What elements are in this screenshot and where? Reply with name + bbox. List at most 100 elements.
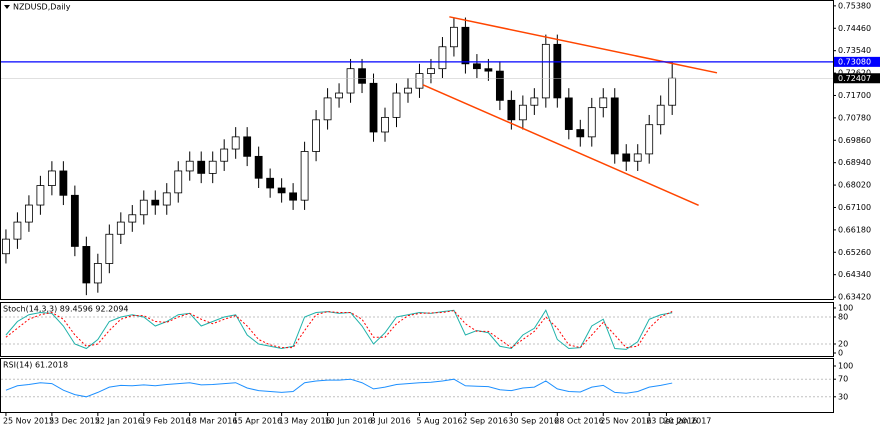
candle-body bbox=[346, 68, 355, 94]
candle-body bbox=[300, 151, 309, 201]
y-tick-label: 0.64340 bbox=[838, 270, 871, 279]
menu-triangle bbox=[4, 5, 10, 9]
candle-body bbox=[438, 46, 447, 70]
candle-body bbox=[656, 104, 665, 126]
candle-body bbox=[358, 68, 366, 84]
candle-body bbox=[541, 43, 550, 99]
candle-body bbox=[553, 43, 562, 99]
rsi-panel bbox=[0, 358, 834, 413]
candle-body bbox=[495, 70, 504, 101]
y-tick-label: 70 bbox=[838, 375, 848, 384]
x-tick-label: 30 Sep 2016 bbox=[508, 417, 559, 426]
candle-body bbox=[254, 155, 263, 179]
candle-body bbox=[70, 194, 79, 247]
x-tick-label: 23 Dec 2015 bbox=[49, 417, 100, 426]
last-price-label: 0.72407 bbox=[838, 74, 871, 83]
candle-body bbox=[243, 136, 252, 157]
x-tick-label: 25 Nov 2015 bbox=[3, 417, 54, 426]
x-tick-label: 10 Jun 2016 bbox=[325, 417, 373, 426]
candle-body bbox=[473, 63, 481, 70]
candle-body bbox=[93, 263, 102, 284]
rsi-title: RSI(14) 61.2018 bbox=[3, 361, 68, 370]
candle-body bbox=[564, 97, 573, 130]
candle-body bbox=[139, 199, 148, 216]
candle-body bbox=[381, 116, 389, 133]
trendline bbox=[449, 16, 718, 74]
candle-body bbox=[185, 160, 194, 172]
y-tick-label: 30 bbox=[838, 392, 848, 401]
candle-body bbox=[415, 73, 424, 89]
x-tick-label: 20 Jan 2017 bbox=[663, 417, 711, 426]
candle-body bbox=[450, 26, 458, 48]
y-tick-label: 0.68020 bbox=[838, 181, 871, 190]
y-tick-label: 80 bbox=[838, 313, 848, 322]
indicator-line bbox=[5, 310, 673, 349]
y-tick-label: 100 bbox=[838, 304, 853, 313]
candle-body bbox=[610, 97, 619, 155]
x-tick-label: 8 Jul 2016 bbox=[371, 417, 411, 426]
candle-body bbox=[312, 119, 320, 152]
x-tick-label: 13 May 2016 bbox=[279, 417, 331, 426]
candle-body bbox=[2, 238, 10, 255]
candle-body bbox=[116, 221, 125, 235]
candle-body bbox=[530, 97, 539, 106]
x-tick-label: 18 Mar 2016 bbox=[187, 417, 238, 426]
candle-body bbox=[82, 246, 91, 284]
x-tick-label: 22 Jan 2016 bbox=[95, 417, 143, 426]
candle-body bbox=[587, 107, 596, 138]
y-tick-label: 0.63420 bbox=[838, 293, 871, 302]
candle-body bbox=[576, 129, 585, 138]
y-tick-label: 0.67100 bbox=[838, 203, 871, 212]
candle-body bbox=[668, 77, 677, 106]
candle-body bbox=[404, 87, 412, 94]
hline-label-box bbox=[834, 56, 880, 67]
x-tick-label: 15 Apr 2016 bbox=[233, 417, 282, 426]
candle-body bbox=[197, 160, 206, 174]
y-tick-label: 0.65260 bbox=[838, 248, 871, 257]
y-tick-label: 0.74460 bbox=[838, 24, 871, 33]
y-tick-label: 0.71700 bbox=[838, 91, 871, 100]
y-tick-label: 20 bbox=[838, 340, 848, 349]
last-price-box bbox=[834, 73, 880, 84]
y-tick-label: 0.70780 bbox=[838, 113, 871, 122]
y-tick-label: 0.68940 bbox=[838, 158, 871, 167]
stoch-panel bbox=[0, 302, 834, 357]
candle-body bbox=[208, 160, 217, 174]
candle-body bbox=[335, 92, 343, 99]
candle-body bbox=[47, 170, 56, 186]
stoch-title: Stoch(14,3,3) 89.4596 92.2094 bbox=[3, 305, 129, 314]
candle-body bbox=[162, 192, 171, 206]
candle-body bbox=[323, 97, 332, 121]
candle-body bbox=[174, 170, 183, 194]
candle-body bbox=[231, 136, 240, 150]
candle-body bbox=[484, 68, 493, 72]
y-tick-label: 0.72620 bbox=[838, 69, 871, 78]
x-tick-label: 23 Dec 2016 bbox=[646, 417, 697, 426]
trendline bbox=[422, 84, 699, 206]
y-tick-label: 0.75380 bbox=[838, 1, 871, 10]
main-panel bbox=[0, 0, 834, 300]
candle-body bbox=[633, 153, 642, 162]
indicator-line bbox=[5, 378, 673, 398]
indicator-line bbox=[5, 309, 673, 350]
candle-body bbox=[427, 68, 435, 74]
x-tick-label: 5 Aug 2016 bbox=[416, 417, 462, 426]
candle-body bbox=[36, 185, 45, 206]
y-tick-label: 0 bbox=[838, 349, 843, 358]
y-tick-label: 100 bbox=[838, 362, 853, 371]
candle-body bbox=[128, 214, 137, 223]
y-tick-label: 0.66180 bbox=[838, 225, 871, 234]
candle-body bbox=[13, 221, 22, 240]
candle-body bbox=[220, 148, 229, 162]
y-tick-label: 0.69860 bbox=[838, 136, 871, 145]
candle-body bbox=[369, 82, 378, 133]
y-tick-label: 0.73540 bbox=[838, 46, 871, 55]
candle-body bbox=[151, 199, 160, 206]
hline-label: 0.73080 bbox=[838, 57, 871, 66]
candle-body bbox=[266, 177, 275, 189]
x-tick-label: 19 Feb 2016 bbox=[141, 417, 191, 426]
x-tick-label: 28 Oct 2016 bbox=[554, 417, 603, 426]
candle-body bbox=[645, 124, 654, 155]
candle-body bbox=[105, 233, 114, 264]
